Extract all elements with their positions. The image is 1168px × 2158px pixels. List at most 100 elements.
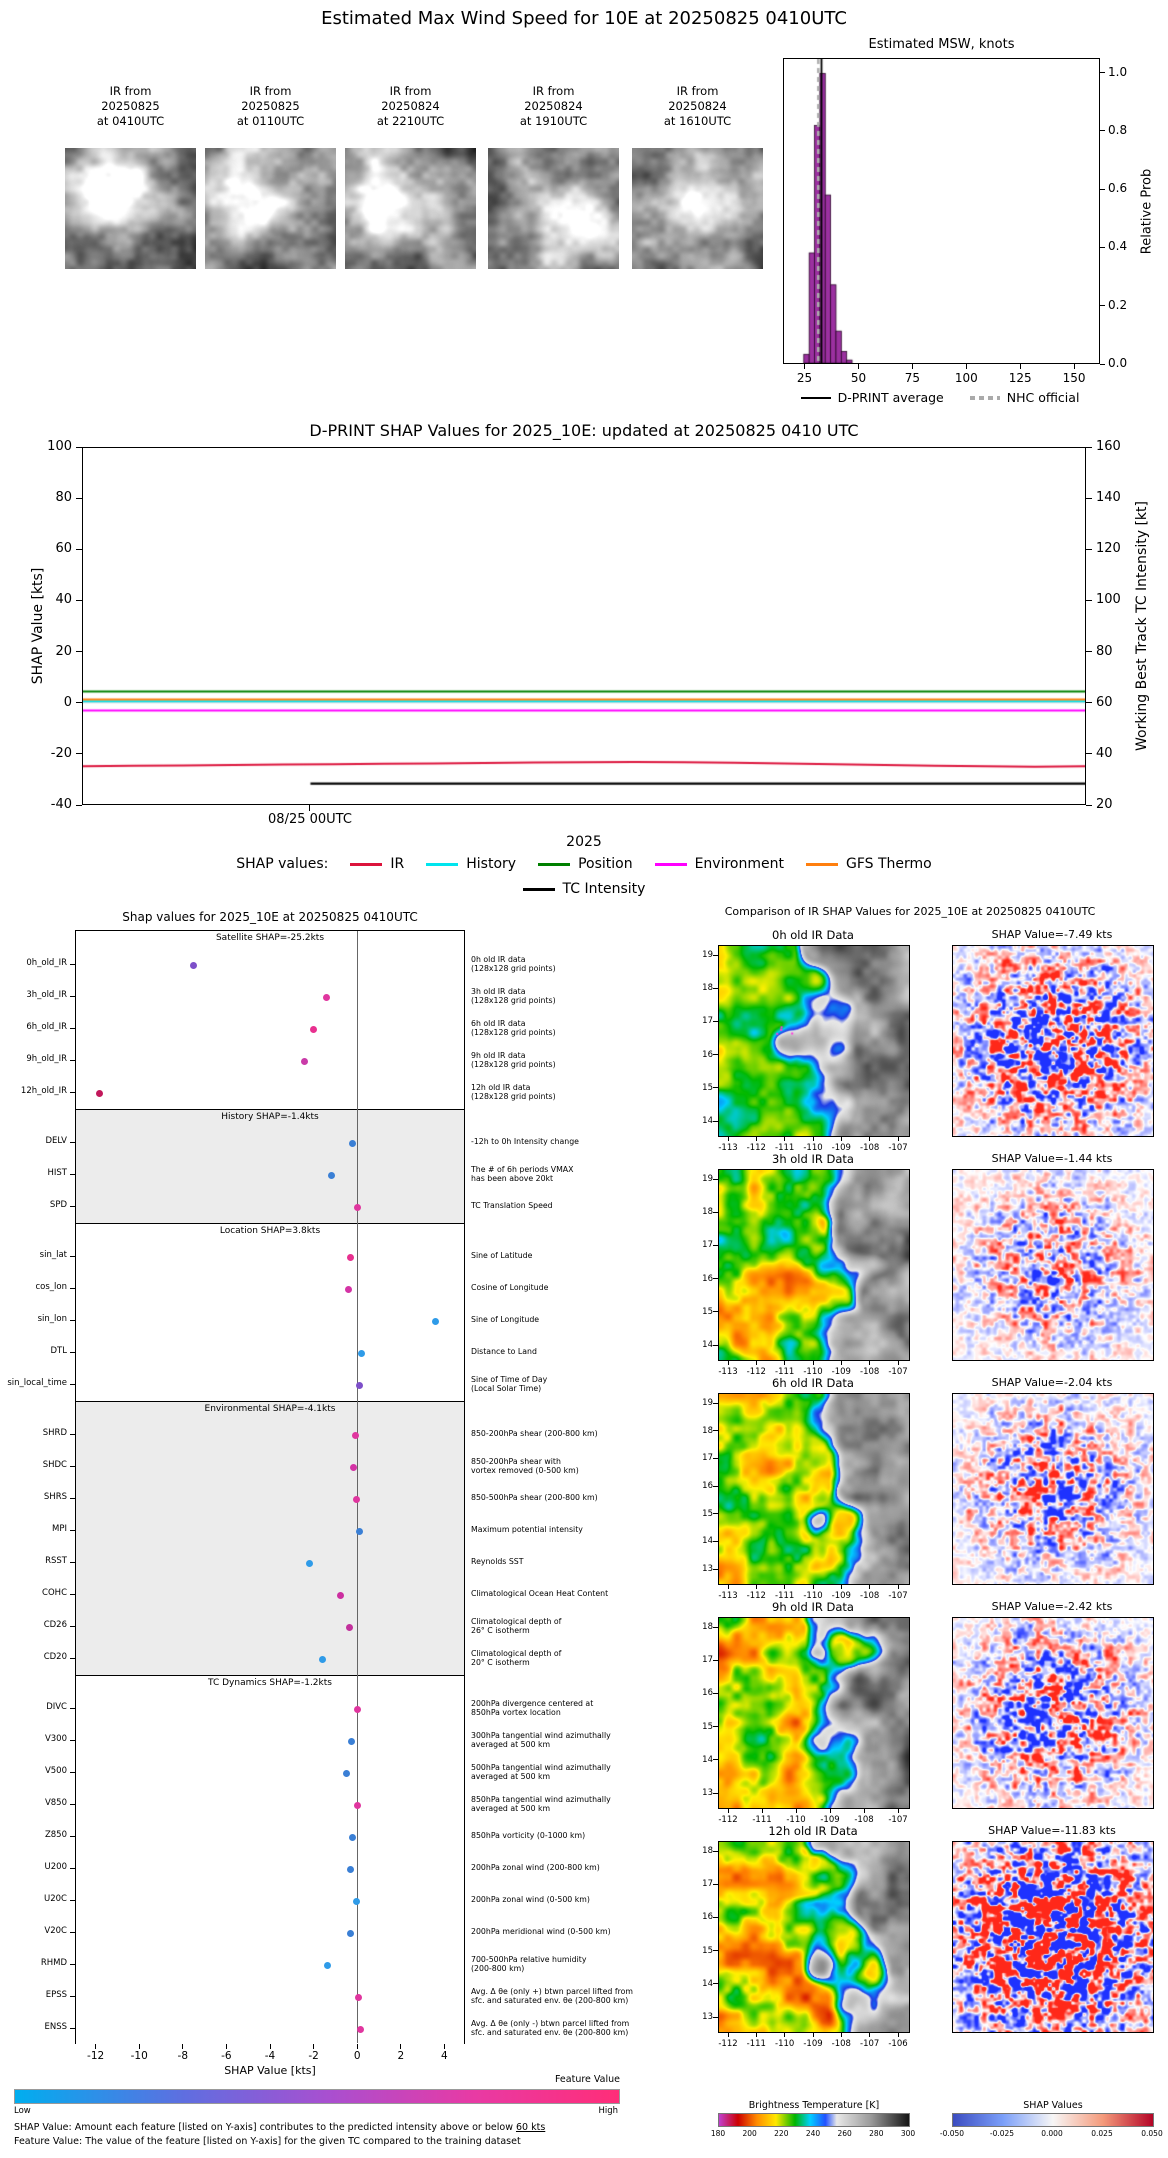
feature-desc: Sine of Longitude	[471, 1315, 649, 1324]
ir-xtick-label: -109	[831, 1591, 851, 1601]
feature-desc-line: (128x128 grid points)	[471, 964, 556, 973]
histogram-canvas	[784, 59, 1099, 363]
feature-desc-line: (128x128 grid points)	[471, 996, 556, 1005]
ir-xtick-label: -112	[718, 1815, 738, 1825]
ir-ytick-mark	[713, 1883, 718, 1885]
feature-desc: Avg. Δ θe (only +) btwn parcel lifted fr…	[471, 1987, 649, 2005]
feature-desc-line: 850-200hPa shear (200-800 km)	[471, 1429, 598, 1439]
ir-xtick-label: -107	[860, 2039, 880, 2049]
ir-thumbnail-label-line: IR from	[532, 84, 575, 98]
shap-value-footnote: SHAP Value: Amount each feature [listed …	[14, 2122, 545, 2133]
feature-name-label: sin_lon	[37, 1314, 67, 1324]
shap-map-image	[952, 1841, 1154, 2033]
feature-desc-line: 850hPa vorticity (0-1000 km)	[471, 1831, 586, 1841]
ir-ytick-mark	[713, 1087, 718, 1089]
ir-thumbnail-label-line: at 0110UTC	[236, 114, 305, 128]
feature-desc-line: averaged at 500 km	[471, 1740, 551, 1749]
feature-ytick-mark	[70, 963, 75, 965]
bt-colorbar-tick-label: 200	[742, 2129, 757, 2138]
feature-dot	[354, 1993, 362, 2001]
feature-dot	[327, 1171, 335, 1179]
feature-desc: 3h old IR data (128x128 grid points)	[471, 987, 649, 1005]
feature-group-header: History SHAP=-1.4kts	[221, 1112, 319, 1122]
timeseries-xlabel: 2025	[566, 834, 602, 850]
ir-ytick-label: 15	[702, 1082, 713, 1093]
ts-ytick-right-mark	[1086, 651, 1092, 653]
feature-ytick-mark	[70, 1141, 75, 1143]
legend-item: Environment	[654, 856, 784, 872]
ts-ytick-left-label: 40	[55, 592, 72, 608]
ir-ytick-mark	[713, 1178, 718, 1180]
feature-name-label: EPSS	[45, 1990, 67, 2000]
shap-colorbar-tick-label: 0.050	[1141, 2129, 1163, 2138]
ir-ytick-mark	[713, 1311, 718, 1313]
feature-group: TC Dynamics SHAP=-1.2kts	[76, 1675, 464, 2045]
ts-ytick-right-mark	[1086, 497, 1092, 499]
feature-desc-line: Climatological depth of	[471, 1616, 562, 1626]
histogram-title: Estimated MSW, knots	[868, 37, 1015, 52]
ts-ytick-right-label: 120	[1096, 541, 1121, 557]
feature-dot	[324, 1961, 332, 1969]
ir-thumbnail-label-line: at 1910UTC	[519, 114, 588, 128]
legend-item: NHC official	[969, 390, 1079, 405]
legend-label: GFS Thermo	[845, 856, 932, 872]
feature-desc-line: (128x128 grid points)	[471, 1060, 556, 1069]
ir-thumbnail-label-line: 20250824	[668, 99, 727, 113]
feature-desc-line: Reynolds SST	[471, 1557, 524, 1567]
ir-xtick-label: -109	[803, 2039, 823, 2049]
dotplot-xtick-mark	[95, 2044, 97, 2049]
shap-map-title: SHAP Value=-7.49 kts	[991, 928, 1113, 941]
ir-ytick-mark	[713, 2016, 718, 2018]
ir-xtick-mark	[812, 1137, 814, 1141]
dotplot-xtick-mark	[400, 2044, 402, 2049]
ir-xtick-mark	[755, 2033, 757, 2037]
ir-ytick-label: 17	[702, 1453, 713, 1464]
ir-ytick-label: 18	[702, 1846, 713, 1856]
feature-dot	[347, 1865, 355, 1873]
feature-ytick-mark	[70, 1995, 75, 1997]
feature-dot	[356, 2025, 364, 2033]
feature-ytick-mark	[70, 1931, 75, 1933]
feature-desc-line: 200hPa meridional wind (0-500 km)	[471, 1927, 611, 1937]
ir-xtick-mark	[897, 1809, 899, 1813]
legend-line-swatch	[426, 862, 459, 866]
ts-ytick-right-mark	[1086, 804, 1092, 806]
feature-ytick-mark	[70, 1255, 75, 1257]
feature-desc: 200hPa divergence centered at 850hPa vort…	[471, 1699, 649, 1717]
legend-label: Position	[578, 856, 633, 872]
ts-ytick-left-label: 80	[55, 490, 72, 506]
feature-group-header: Environmental SHAP=-4.1kts	[204, 1404, 336, 1414]
ir-ytick-mark	[713, 1513, 718, 1515]
ts-ytick-left-mark	[76, 497, 82, 499]
ir-thumbnail-label-line: IR from	[676, 84, 719, 98]
shap-map-image	[952, 1169, 1154, 1361]
ir-thumbnail-label-line: IR from	[109, 84, 152, 98]
ir-comparison-title: Comparison of IR SHAP Values for 2025_10…	[724, 905, 1096, 918]
hist-xtick-label: 25	[796, 371, 813, 385]
shap-colorbar-tick-label: 0.025	[1091, 2129, 1113, 2138]
feature-group: Environmental SHAP=-4.1kts	[76, 1401, 464, 1675]
feature-value-low-label: Low	[14, 2106, 31, 2116]
legend-item: History	[426, 856, 516, 872]
feature-desc-line: -12h to 0h Intensity change	[471, 1137, 579, 1147]
feature-desc: Climatological depth of 20° C isotherm	[471, 1649, 649, 1667]
feature-desc-line: (128x128 grid points)	[471, 1028, 556, 1037]
feature-desc-line: averaged at 500 km	[471, 1804, 551, 1813]
feature-desc-line: 12h old IR data	[471, 1082, 531, 1092]
dotplot-xtick-mark	[225, 2044, 227, 2049]
zero-reference-line	[357, 931, 359, 2043]
ir-data-title: 12h old IR Data	[768, 1824, 858, 1838]
feature-dot	[318, 1655, 326, 1663]
legend-item: IR	[350, 856, 404, 872]
feature-desc-line: sfc. and saturated env. θe (200-800 km)	[471, 1996, 629, 2005]
feature-desc-line: Sine of Time of Day	[471, 1374, 548, 1384]
ir-thumbnail-image	[345, 148, 476, 269]
ir-xtick-label: -108	[860, 1591, 880, 1601]
ts-ytick-left-label: 0	[63, 694, 72, 710]
histogram-plot-area	[783, 58, 1100, 364]
feature-ytick-mark	[70, 1497, 75, 1499]
feature-dot	[342, 1769, 350, 1777]
feature-ytick-mark	[70, 2027, 75, 2029]
brightness-temp-colorbar	[718, 2113, 910, 2127]
